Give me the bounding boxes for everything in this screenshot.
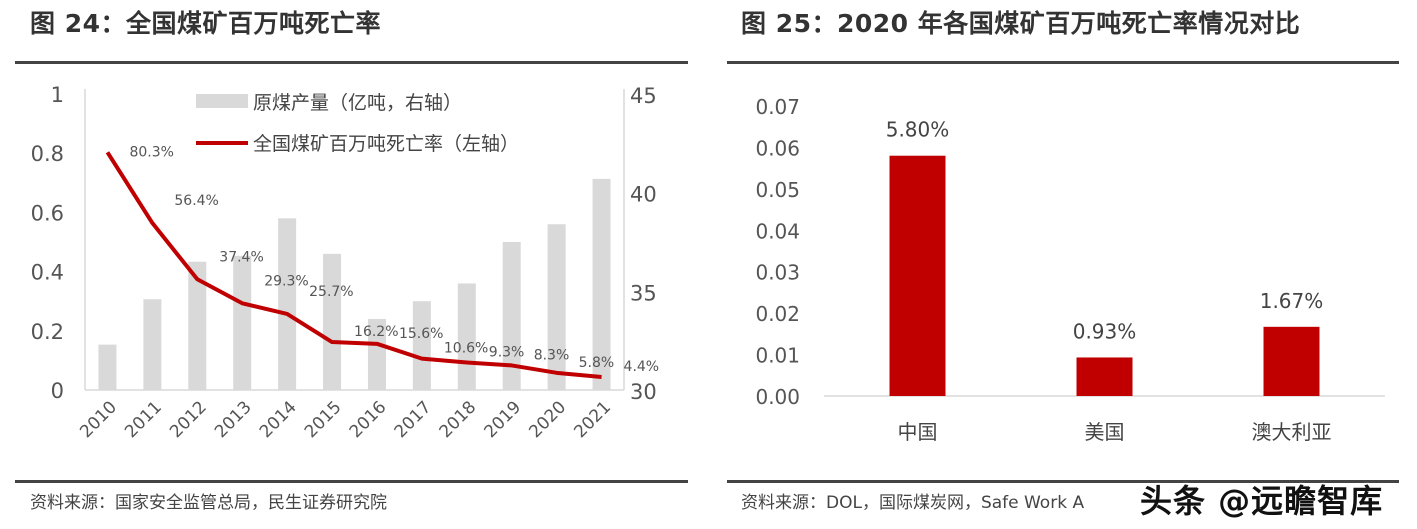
death-rate-data-label: 15.6% — [399, 326, 443, 342]
country-bar — [889, 155, 946, 396]
death-rate-line — [105, 151, 602, 379]
left-y-tick-label: 1 — [51, 83, 64, 107]
right-source-divider — [727, 480, 1399, 483]
production-bar — [502, 242, 521, 390]
right-chart-title: 图 25：2020 年各国煤矿百万吨死亡率情况对比 — [741, 9, 1301, 38]
production-bar — [98, 344, 117, 390]
legend-bar-label: 原煤产量（亿吨，右轴） — [253, 92, 462, 114]
x-tick-label: 中国 — [898, 420, 938, 444]
y-tick-label: 0.07 — [755, 95, 800, 119]
production-bar — [367, 318, 386, 390]
country-bar — [1076, 357, 1133, 396]
right-chart: 0.00 0.01 0.02 0.03 0.04 0.05 0.06 0.07 5.80% 中国 0… — [755, 95, 1385, 444]
production-bar — [278, 218, 297, 390]
left-y-tick-label: 0.2 — [31, 320, 64, 344]
x-tick-label: 澳大利亚 — [1252, 420, 1332, 444]
y-tick-label: 0.02 — [755, 302, 800, 326]
left-y-tick-label: 0.4 — [31, 261, 64, 285]
death-rate-data-label: 9.3% — [489, 344, 525, 360]
death-rate-data-label: 80.3% — [129, 144, 173, 160]
country-bar — [1263, 326, 1320, 396]
death-rate-data-label: 10.6% — [444, 341, 488, 357]
left-source: 资料来源：国家安全监管总局，民生证券研究院 — [30, 493, 387, 513]
legend-bar-swatch — [196, 94, 248, 108]
left-chart-title: 图 24：全国煤矿百万吨死亡率 — [30, 9, 381, 38]
bar-data-label: 1.67% — [1260, 289, 1324, 313]
death-rate-data-label: 4.4% — [624, 359, 660, 375]
right-y-tick-label: 30 — [630, 380, 657, 404]
y-tick-label: 0.01 — [755, 344, 800, 368]
production-bar — [412, 301, 431, 390]
death-rate-data-label: 25.7% — [309, 284, 353, 300]
death-rate-data-label: 37.4% — [219, 249, 263, 265]
y-tick-label: 0.04 — [755, 219, 800, 243]
production-bar — [323, 253, 342, 390]
right-y-tick-label: 35 — [630, 281, 657, 305]
production-bar — [592, 178, 611, 390]
left-y-tick-label: 0.8 — [31, 142, 64, 166]
left-y-tick-label: 0.6 — [31, 201, 64, 225]
y-tick-label: 0.06 — [755, 136, 800, 160]
death-rate-data-label: 16.2% — [354, 324, 398, 340]
right-title-divider — [727, 61, 1399, 64]
x-tick-label: 美国 — [1085, 420, 1125, 444]
death-rate-data-label: 8.3% — [534, 347, 570, 363]
y-tick-label: 0.05 — [755, 178, 800, 202]
y-tick-label: 0.00 — [755, 385, 800, 409]
death-rate-data-label: 5.8% — [579, 355, 615, 371]
y-tick-label: 0.03 — [755, 261, 800, 285]
legend-line-label: 全国煤矿百万吨死亡率（左轴） — [253, 133, 519, 155]
watermark: 头条 @远瞻智库 — [1140, 482, 1384, 520]
death-rate-data-label: 56.4% — [174, 193, 218, 209]
right-y-tick-label: 40 — [630, 183, 657, 207]
death-rate-data-label: 29.3% — [264, 273, 308, 289]
right-y-tick-label: 45 — [630, 84, 657, 108]
left-source-divider — [15, 480, 688, 483]
left-title-divider — [15, 61, 688, 64]
production-bar — [547, 224, 566, 390]
left-y-tick-label: 0 — [51, 379, 64, 403]
right-source: 资料来源：DOL，国际煤炭网，Safe Work A — [741, 493, 1085, 513]
production-bar — [143, 299, 162, 390]
bar-data-label: 5.80% — [886, 118, 950, 142]
bar-data-label: 0.93% — [1073, 319, 1137, 343]
production-bar — [233, 255, 252, 390]
production-bar — [188, 261, 207, 390]
